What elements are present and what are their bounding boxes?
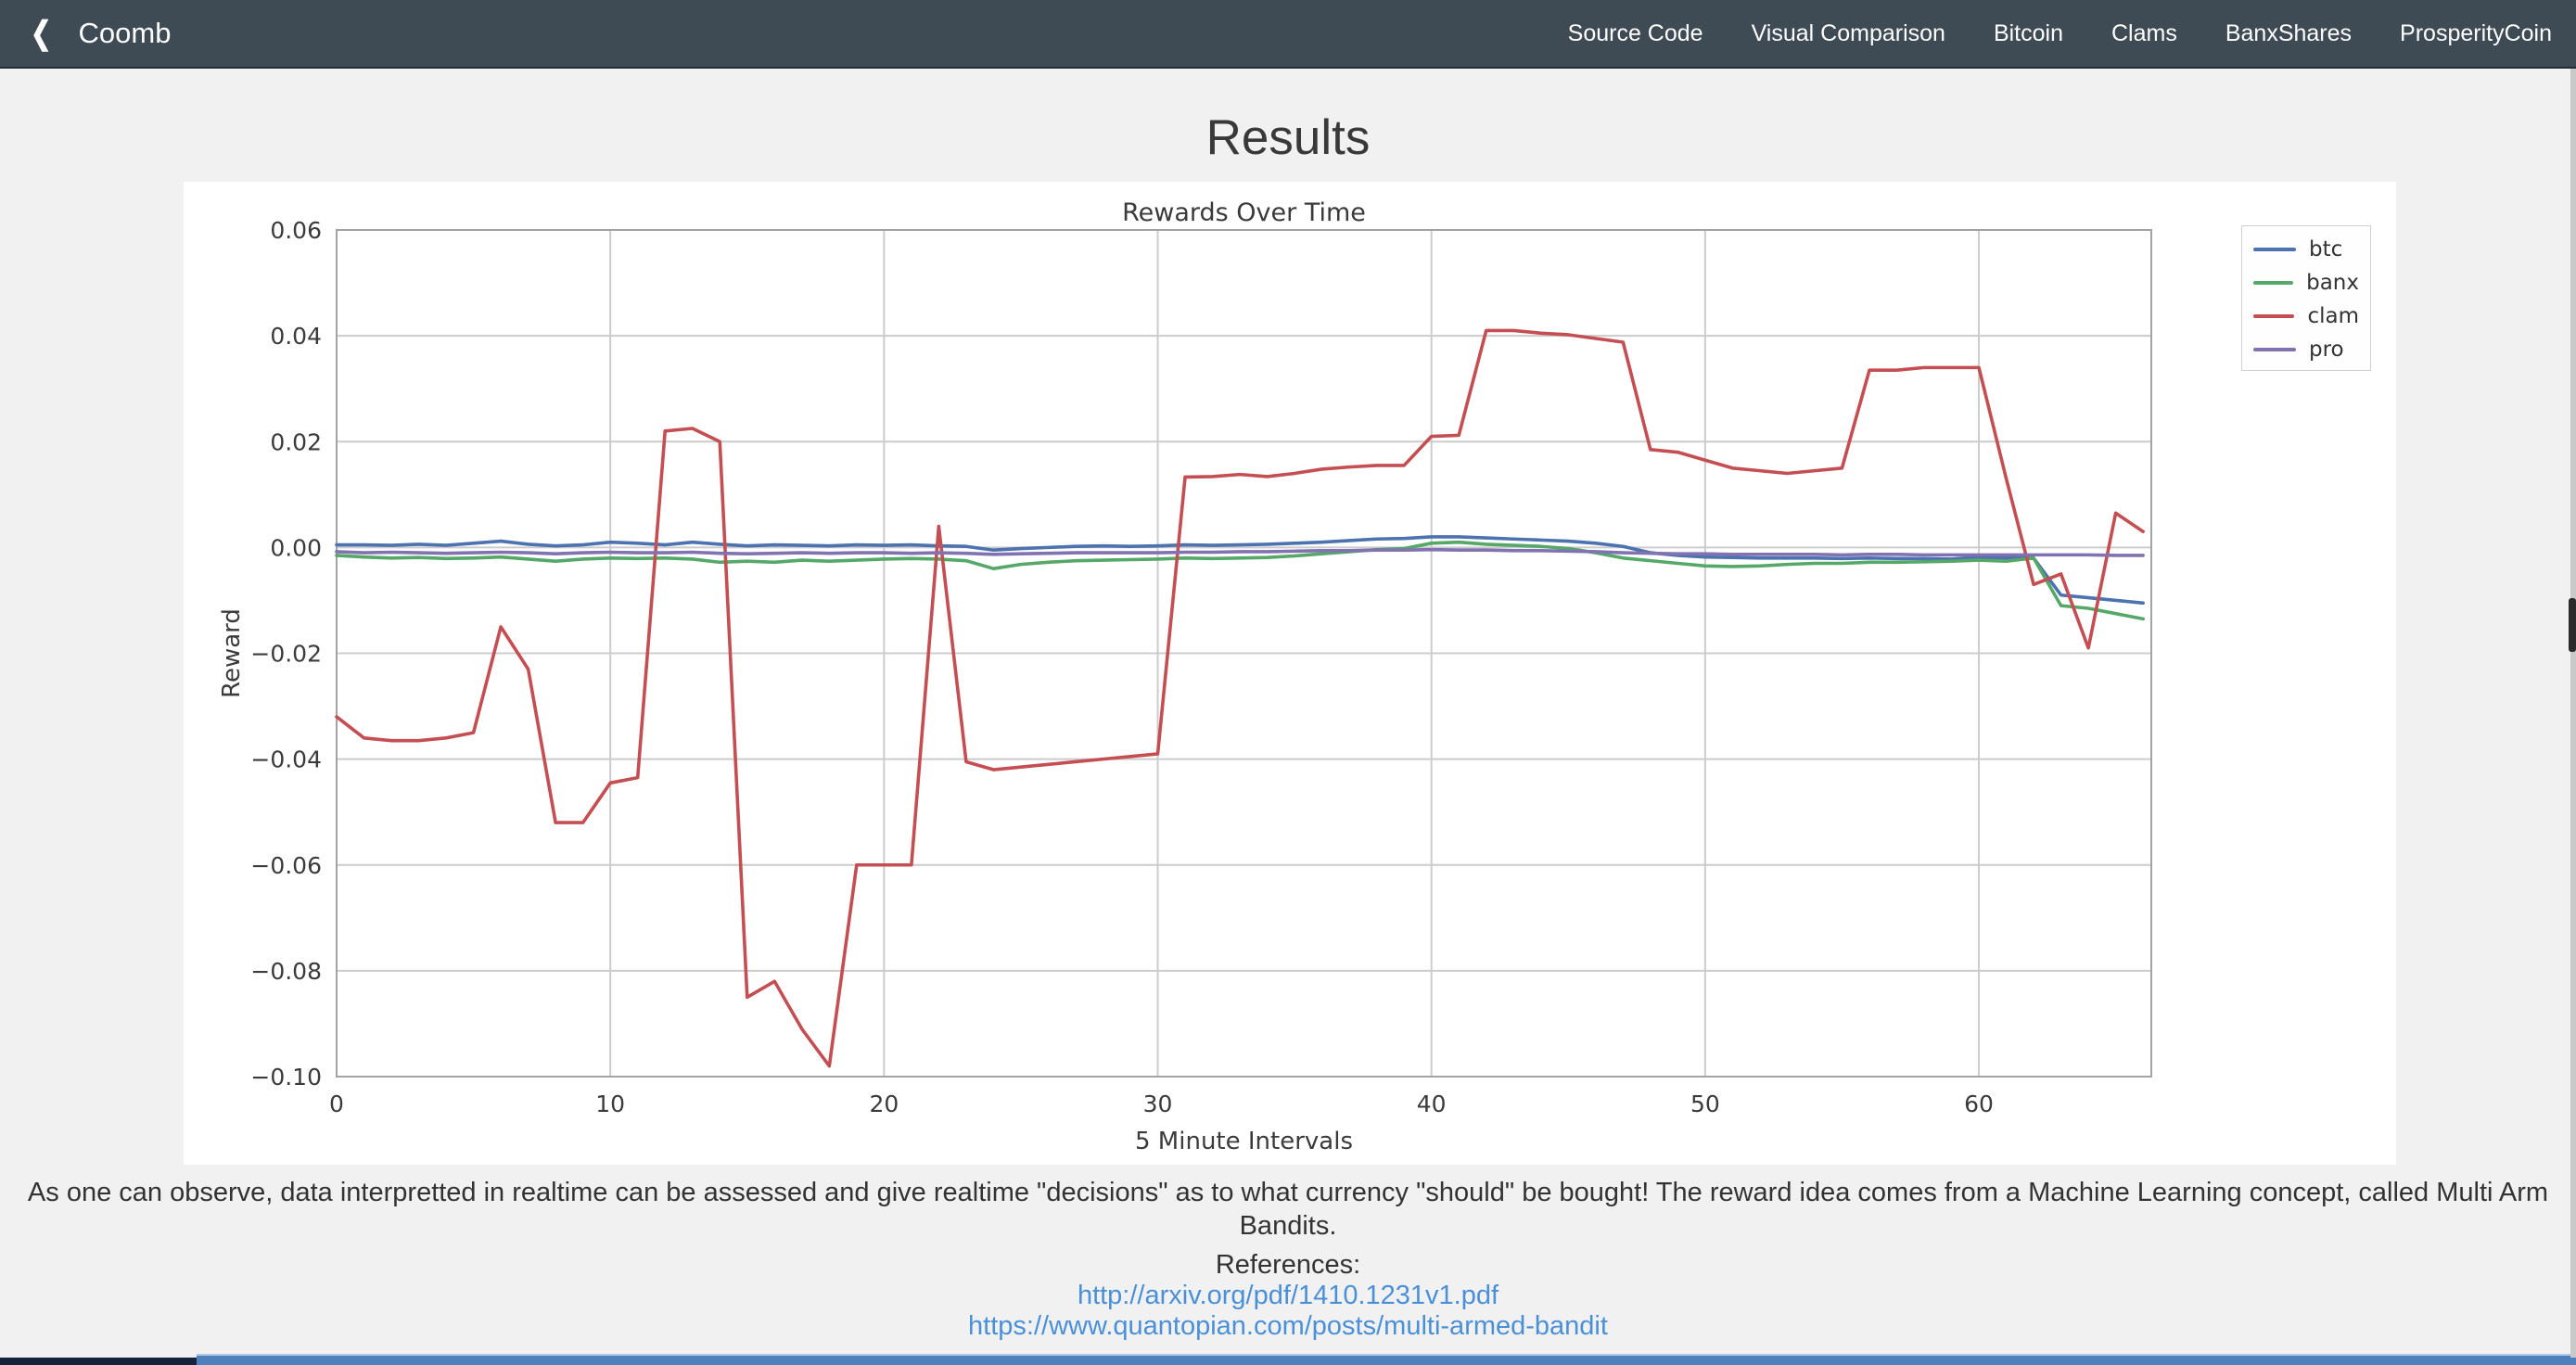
series-banx: [335, 540, 2145, 621]
legend-line-swatch: [2253, 347, 2296, 351]
y-tick-label: −0.10: [250, 1064, 322, 1091]
y-tick-label: −0.06: [250, 852, 322, 879]
legend-item-btc: btc: [2253, 236, 2359, 262]
y-tick-label: 0.02: [270, 428, 322, 455]
rewards-chart: 0.06 0.04 0.02 0.00 −0.02 −0.04 −0.06 −0.08 −0.1…: [218, 198, 2152, 1155]
reference-link-quantopian[interactable]: https://www.quantopian.com/posts/multi-a…: [968, 1311, 1608, 1341]
y-tick-label: −0.08: [250, 958, 322, 985]
navbar-links: Source Code Visual Comparison Bitcoin Cl…: [1568, 20, 2576, 47]
x-tick-label: 50: [1690, 1091, 1720, 1117]
series-clam: [335, 328, 2145, 1068]
x-tick-label: 30: [1143, 1091, 1173, 1117]
legend-label: pro: [2309, 337, 2344, 362]
legend-line-swatch: [2253, 247, 2296, 251]
chart-title: Rewards Over Time: [1122, 198, 1366, 227]
legend-label: clam: [2307, 303, 2359, 328]
references-heading: References:: [1215, 1250, 1361, 1280]
x-tick-label: 0: [329, 1091, 344, 1117]
navbar: ❮ Coomb Source Code Visual Comparison Bi…: [0, 0, 2576, 69]
y-axis-label: Reward: [218, 608, 246, 698]
y-tick-label: 0.04: [270, 323, 322, 350]
description-text: As one can observe, data interpretted in…: [27, 1178, 2549, 1241]
legend-item-clam: clam: [2253, 302, 2359, 329]
nav-item-banxshares[interactable]: BanxShares: [2225, 19, 2353, 46]
scrollbar-thumb[interactable]: [2569, 598, 2576, 652]
x-axis-label: 5 Minute Intervals: [1135, 1128, 1353, 1155]
scrollbar-track[interactable]: [2570, 69, 2576, 1358]
series-btc: [335, 535, 2145, 606]
reference-link-arxiv[interactable]: http://arxiv.org/pdf/1410.1231v1.pdf: [1077, 1281, 1499, 1310]
nav-item-bitcoin[interactable]: Bitcoin: [1993, 19, 2063, 46]
results-figure: 0.06 0.04 0.02 0.00 −0.02 −0.04 −0.06 −0.08 −0.1…: [184, 182, 2396, 1165]
x-tick-label: 60: [1964, 1091, 1994, 1117]
page-title: Results: [1205, 110, 1371, 165]
y-tick-label: 0.06: [270, 217, 322, 244]
x-tick-label: 40: [1417, 1091, 1447, 1117]
series-pro: [335, 547, 2145, 557]
y-tick-label: 0.00: [270, 534, 322, 561]
footer-bar-blue: [197, 1354, 2576, 1365]
back-icon[interactable]: ❮: [30, 16, 52, 51]
y-tick-label: −0.04: [250, 746, 322, 773]
legend-label: banx: [2306, 270, 2359, 295]
legend-line-swatch: [2253, 280, 2294, 285]
nav-item-source-code[interactable]: Source Code: [1567, 19, 1703, 46]
y-tick-label: −0.02: [250, 641, 322, 668]
references-block: References: http://arxiv.org/pdf/1410.12…: [0, 1250, 2576, 1342]
legend-item-pro: pro: [2253, 336, 2359, 363]
nav-item-visual-comparison[interactable]: Visual Comparison: [1751, 19, 1945, 46]
nav-item-clams[interactable]: Clams: [2111, 19, 2177, 46]
chart-legend: btc banx clam pro: [2241, 225, 2371, 371]
brand-link[interactable]: Coomb: [78, 17, 172, 49]
footer-bar-navy: [0, 1358, 197, 1365]
navbar-left: ❮ Coomb: [0, 16, 172, 51]
x-tick-label: 20: [869, 1091, 899, 1117]
legend-line-swatch: [2253, 313, 2295, 318]
legend-label: btc: [2309, 236, 2343, 262]
legend-item-banx: banx: [2253, 269, 2359, 296]
x-tick-label: 10: [595, 1091, 625, 1117]
nav-item-prosperitycoin[interactable]: ProsperityCoin: [2400, 19, 2552, 46]
